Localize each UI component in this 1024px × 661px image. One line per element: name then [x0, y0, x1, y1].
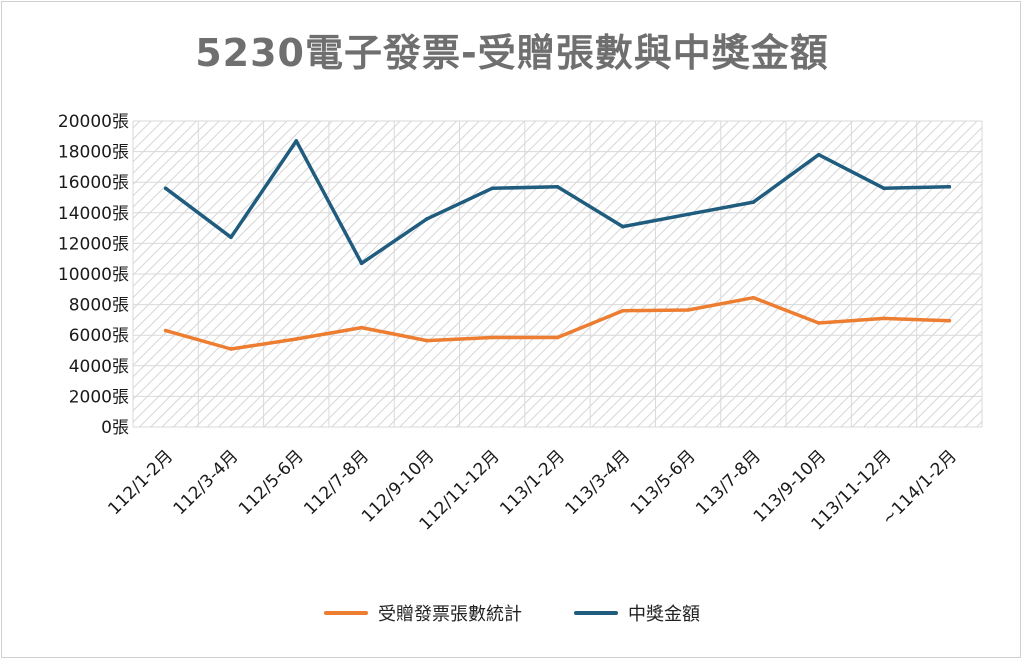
y-tick-label: 10000張 — [58, 265, 129, 285]
data-point — [816, 152, 821, 157]
y-tick-label: 12000張 — [58, 234, 129, 254]
x-tick-label: 113/1-2月 — [496, 446, 569, 519]
data-point — [555, 335, 560, 340]
data-point — [163, 328, 168, 333]
legend-item-donated: 受贈發票張數統計 — [324, 600, 522, 626]
data-point — [425, 338, 429, 343]
legend-item-prize: 中獎金額 — [574, 600, 700, 626]
x-axis-ticks: 112/1-2月112/3-4月112/5-6月112/7-8月112/9-10… — [104, 446, 960, 534]
gridlines — [132, 120, 983, 428]
series-lines — [163, 139, 952, 351]
data-point — [947, 318, 952, 323]
legend-label-prize: 中獎金額 — [628, 604, 700, 625]
x-tick-label: 113/5-6月 — [627, 446, 700, 519]
y-tick-label: 8000張 — [69, 296, 129, 316]
data-point — [359, 325, 364, 330]
data-point — [816, 321, 821, 325]
y-tick-label: 18000張 — [58, 143, 129, 163]
data-point — [686, 308, 690, 312]
data-point — [621, 224, 625, 229]
data-point — [555, 184, 560, 189]
data-point — [882, 186, 886, 191]
legend-swatch-prize — [574, 611, 618, 615]
y-tick-label: 4000張 — [69, 357, 129, 377]
data-point — [425, 217, 429, 221]
x-tick-label: 112/5-6月 — [235, 446, 308, 519]
data-point — [490, 335, 494, 340]
x-tick-label: 113/3-4月 — [562, 446, 635, 519]
x-tick-label: 112/1-2月 — [104, 446, 177, 519]
y-tick-label: 20000張 — [58, 112, 129, 132]
data-point — [359, 261, 364, 266]
data-point — [490, 186, 494, 191]
x-tick-label: 112/3-4月 — [170, 446, 243, 519]
data-point — [621, 308, 625, 313]
y-tick-label: 14000張 — [58, 204, 129, 224]
chart-title: 5230電子發票-受贈張數與中獎金額 — [195, 31, 829, 75]
data-point — [686, 212, 690, 217]
y-tick-label: 6000張 — [69, 326, 129, 346]
y-tick-label: 2000張 — [69, 387, 129, 407]
legend-swatch-donated — [324, 611, 368, 615]
data-point — [229, 235, 233, 240]
data-point — [163, 186, 168, 191]
y-tick-label: 0張 — [101, 418, 129, 438]
legend: 受贈發票張數統計 中獎金額 — [0, 600, 1024, 626]
data-point — [751, 200, 756, 204]
data-point — [229, 347, 233, 351]
data-point — [751, 295, 756, 300]
y-tick-label: 16000張 — [58, 173, 129, 193]
data-point — [882, 316, 886, 321]
legend-label-donated: 受贈發票張數統計 — [378, 604, 522, 625]
data-point — [294, 337, 299, 341]
y-axis-ticks: 0張 2000張 4000張 6000張 8000張 10000張 12000張 14000張… — [58, 112, 129, 438]
data-point — [294, 139, 299, 143]
data-point — [947, 184, 952, 189]
